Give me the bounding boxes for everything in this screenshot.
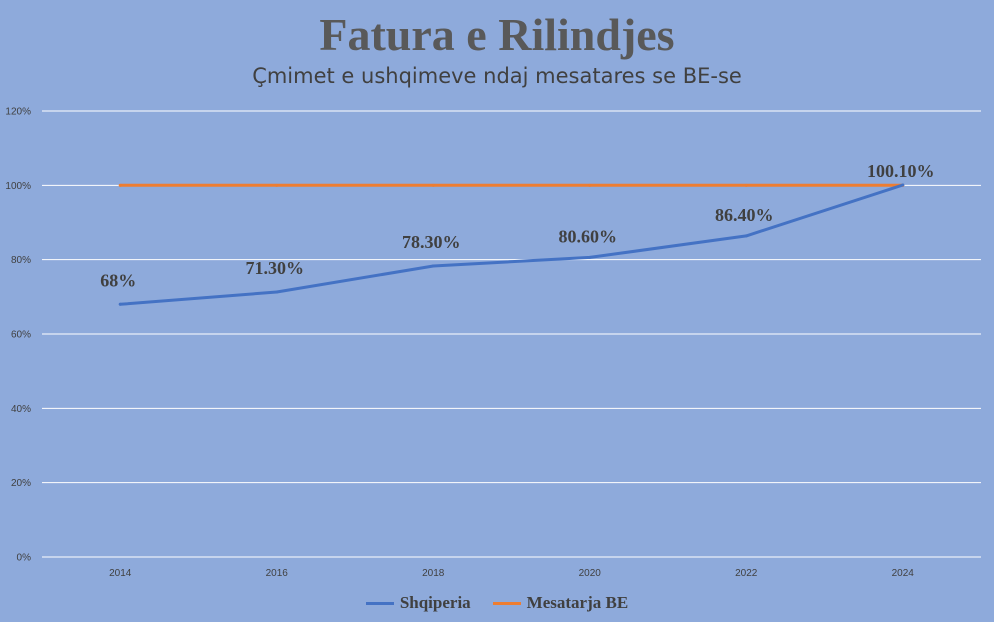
- y-tick-label: 0%: [17, 553, 32, 564]
- data-point: [118, 183, 122, 187]
- x-tick-label: 2020: [579, 568, 602, 579]
- data-label: 68%: [100, 270, 136, 290]
- data-point: [118, 302, 122, 306]
- legend-label-shqiperia: Shqiperia: [399, 593, 471, 612]
- data-label: 78.30%: [402, 232, 461, 252]
- data-point: [588, 255, 592, 259]
- legend-swatch-shqiperia: [365, 601, 394, 605]
- data-label: 71.30%: [246, 258, 305, 278]
- y-tick-label: 40%: [11, 404, 31, 415]
- y-tick-label: 60%: [11, 330, 31, 341]
- series-line-shqiperia: [118, 183, 905, 306]
- data-point: [275, 290, 279, 294]
- y-tick-label: 80%: [11, 255, 31, 266]
- x-tick-label: 2014: [109, 568, 132, 579]
- data-point: [431, 183, 435, 187]
- legend-swatch-mesatarja-be: [492, 601, 521, 605]
- y-tick-label: 100%: [5, 181, 31, 192]
- chart-title: Fatura e Rilindjes: [319, 9, 675, 60]
- y-tick-label: 120%: [5, 107, 31, 118]
- x-tick-label: 2022: [735, 568, 758, 579]
- data-point: [901, 183, 905, 187]
- x-tick-label: 2018: [422, 568, 445, 579]
- legend-item-shqiperia[interactable]: Shqiperia: [365, 593, 471, 613]
- chart-subtitle: Çmimet e ushqimeve ndaj mesatares se BE-…: [252, 64, 742, 88]
- legend-label-mesatarja-be: Mesatarja BE: [526, 593, 629, 612]
- x-tick-label: 2024: [892, 568, 915, 579]
- chart-legend: Shqiperia Mesatarja BE: [0, 593, 994, 613]
- data-label: 86.40%: [715, 205, 774, 225]
- y-tick-label: 20%: [11, 478, 31, 489]
- data-point: [588, 183, 592, 187]
- data-point: [744, 234, 748, 238]
- data-label: 100.10%: [867, 161, 935, 181]
- data-point: [431, 264, 435, 268]
- legend-item-mesatarja-be[interactable]: Mesatarja BE: [492, 593, 629, 613]
- data-label: 80.60%: [559, 226, 618, 246]
- data-point: [275, 183, 279, 187]
- data-point: [744, 183, 748, 187]
- x-tick-label: 2016: [266, 568, 289, 579]
